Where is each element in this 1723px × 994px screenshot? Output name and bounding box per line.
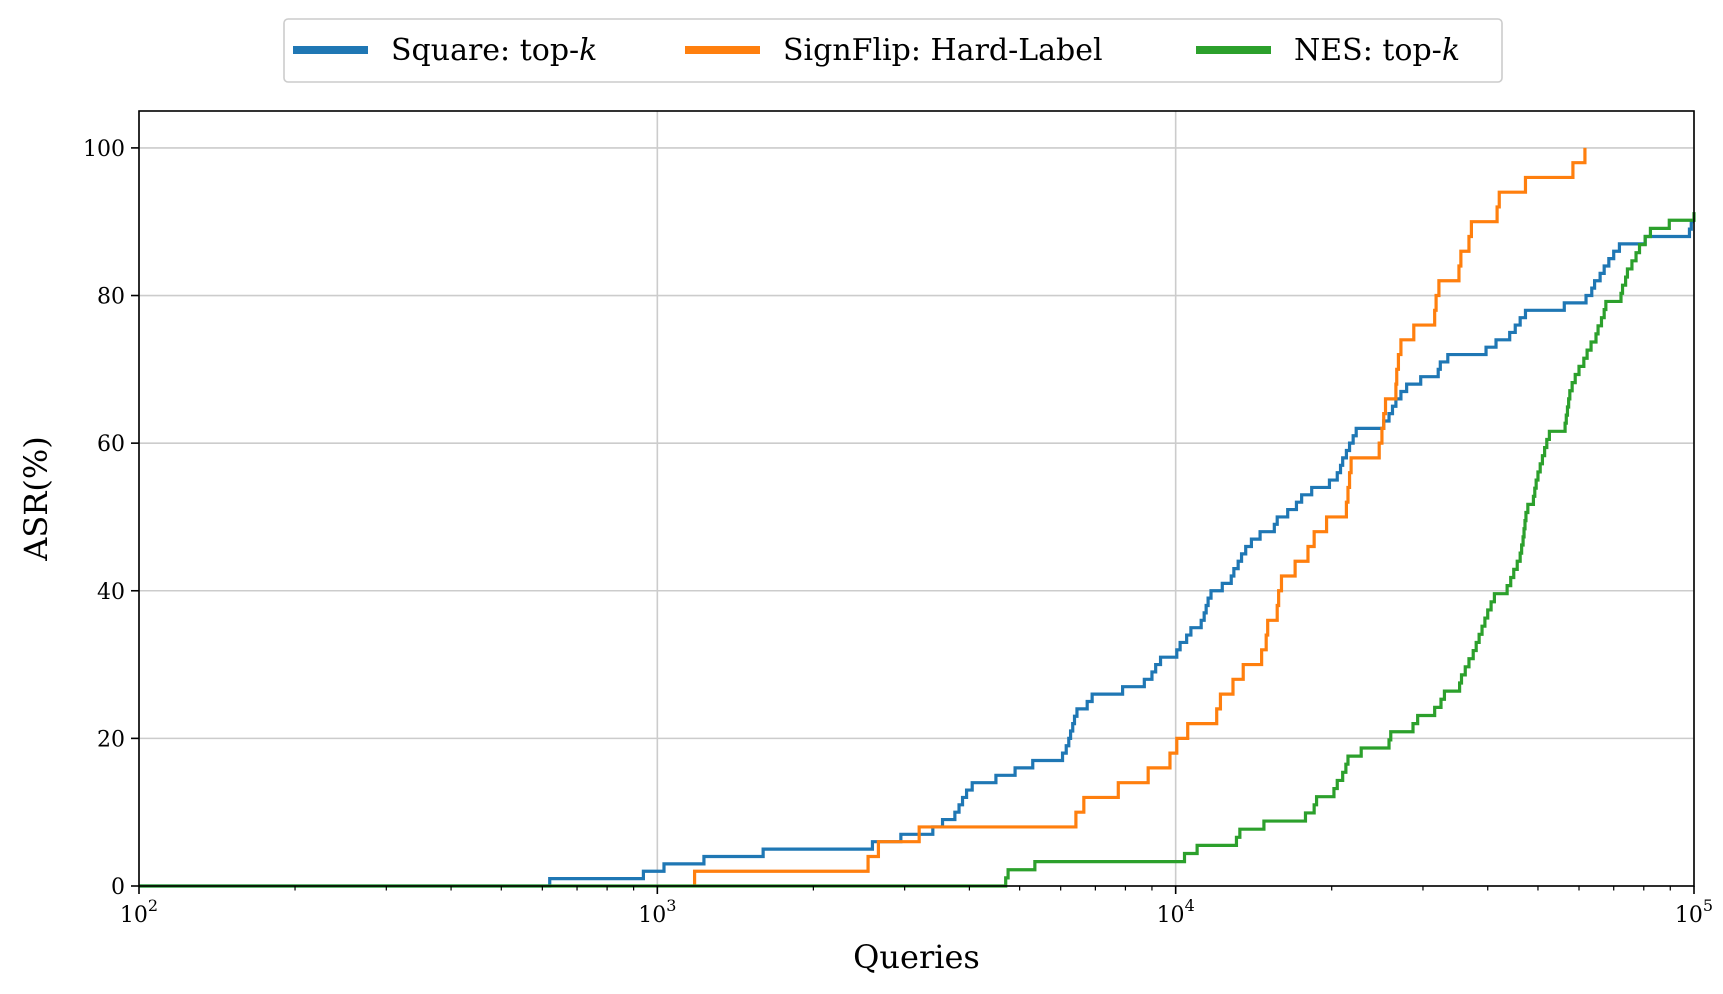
- legend-entry-italic: k: [579, 33, 597, 68]
- plot-frame: [138, 110, 1695, 887]
- x-axis-label: Queries: [853, 938, 980, 976]
- y-tick-label: 20: [97, 727, 125, 752]
- legend-entry-label: Square: top-k: [391, 33, 597, 68]
- x-tick-base: 10: [1157, 903, 1185, 928]
- series-line: [139, 220, 1694, 888]
- y-tick-label: 40: [97, 580, 125, 605]
- y-tick-label: 0: [111, 875, 125, 900]
- legend-entry-name: Square: top-: [391, 33, 579, 68]
- x-tick-label: 105: [1675, 896, 1713, 928]
- y-axis-label: ASR(%): [17, 436, 55, 562]
- x-tick-label: 103: [638, 896, 676, 928]
- legend-entry-label: SignFlip: Hard-Label: [783, 33, 1103, 68]
- x-tick-base: 10: [120, 903, 148, 928]
- x-tick-exponent: 5: [1703, 896, 1713, 915]
- x-tick-exponent: 3: [666, 896, 676, 915]
- x-tick-label: 104: [1157, 896, 1195, 928]
- legend-box: [283, 18, 1503, 83]
- y-tick-label: 60: [97, 432, 125, 457]
- legend: Square: top-k SignFlip: Hard-Label NES: to…: [283, 18, 1503, 83]
- x-tick-exponent: 4: [1185, 896, 1195, 915]
- legend-entry-name: NES: top-: [1294, 33, 1442, 68]
- y-tick-label: 100: [83, 137, 125, 162]
- series-line: [139, 212, 1696, 888]
- legend-entry-label: NES: top-k: [1294, 33, 1460, 68]
- x-tick-exponent: 2: [148, 896, 158, 915]
- x-axis-ticks: 102 103 104 105: [120, 886, 1713, 928]
- x-tick-label: 102: [120, 896, 158, 928]
- x-tick-base: 10: [638, 903, 666, 928]
- series-line: [692, 147, 1587, 886]
- legend-entry-italic: k: [1442, 33, 1460, 68]
- legend-entry-name: SignFlip: Hard-Label: [783, 33, 1103, 68]
- legend-items: Square: top-k SignFlip: Hard-Label NES: to…: [293, 33, 1460, 68]
- series-lines: [139, 147, 1696, 888]
- y-axis-ticks: 0 20 40 60 80 100: [83, 137, 139, 900]
- y-tick-label: 80: [97, 285, 125, 310]
- x-tick-base: 10: [1675, 903, 1703, 928]
